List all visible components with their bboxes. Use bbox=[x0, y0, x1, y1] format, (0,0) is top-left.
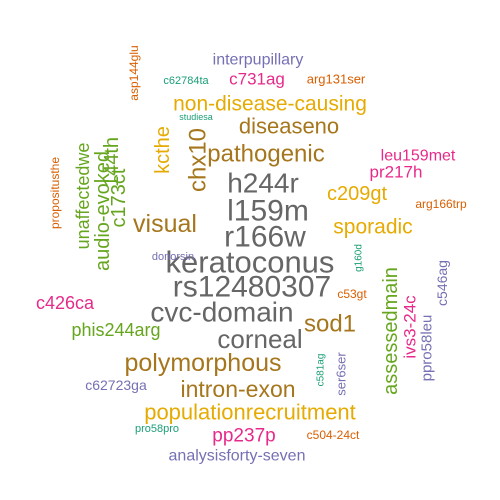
cloud-word: ivs3-24c bbox=[401, 295, 420, 359]
cloud-word: chx10 bbox=[185, 128, 212, 192]
cloud-word: keratoconus bbox=[166, 245, 335, 280]
cloud-word: populationrecruitment bbox=[144, 400, 356, 425]
cloud-word: diseaseno bbox=[239, 114, 339, 139]
cloud-word: sod1 bbox=[304, 311, 356, 338]
cloud-word: pro58pro bbox=[135, 423, 179, 435]
cloud-word: c426ca bbox=[36, 293, 95, 313]
cloud-word: r166w bbox=[224, 221, 306, 254]
cloud-word: leu159met bbox=[381, 148, 456, 165]
cloud-word: sporadic bbox=[333, 216, 412, 239]
cloud-word: g160d bbox=[354, 244, 365, 272]
cloud-word: rs12480307 bbox=[173, 271, 331, 304]
cloud-word: arg166trp bbox=[415, 197, 467, 211]
cloud-word: c62723ga bbox=[85, 377, 147, 393]
cloud-word: propositusthe bbox=[48, 157, 62, 229]
cloud-word: kcthe bbox=[152, 126, 174, 174]
cloud-word: cvc-domain bbox=[150, 297, 293, 328]
cloud-word: c209gt bbox=[327, 183, 387, 205]
cloud-word: c62784ta bbox=[163, 75, 209, 87]
cloud-word: 144th bbox=[101, 137, 123, 187]
cloud-word: donorsin bbox=[152, 251, 194, 263]
cloud-word: c173ct bbox=[108, 168, 130, 227]
cloud-word: corneal bbox=[217, 324, 302, 354]
cloud-word: c581ag bbox=[316, 354, 327, 387]
cloud-word: c546ag bbox=[434, 260, 450, 306]
cloud-word: polymorphous bbox=[124, 349, 281, 377]
cloud-word: ser6ser bbox=[334, 352, 349, 396]
cloud-word: c731ag bbox=[229, 70, 285, 89]
cloud-word: pathogenic bbox=[207, 141, 324, 168]
cloud-word: unaffectedwe bbox=[73, 143, 93, 250]
cloud-word: visual bbox=[133, 210, 197, 238]
cloud-word: arg131ser bbox=[307, 72, 366, 87]
cloud-word: l159m bbox=[227, 195, 309, 228]
cloud-word: audio-evoked bbox=[92, 151, 114, 271]
cloud-word: ppro58leu bbox=[419, 315, 436, 382]
cloud-word: intron-exon bbox=[180, 376, 295, 402]
cloud-word: interpupillary bbox=[213, 52, 304, 69]
cloud-word: assessedmain bbox=[380, 267, 402, 395]
cloud-word: c504-24ct bbox=[307, 428, 360, 442]
cloud-word: phis244arg bbox=[71, 320, 160, 340]
cloud-word: non-disease-causing bbox=[173, 93, 367, 116]
cloud-word: pp237p bbox=[212, 426, 275, 447]
cloud-word: c53gt bbox=[337, 287, 367, 301]
cloud-word: studiesa bbox=[179, 112, 213, 122]
cloud-word: analysisforty-seven bbox=[169, 448, 306, 465]
cloud-word: pr217h bbox=[370, 163, 423, 182]
cloud-word: h244r bbox=[227, 168, 299, 199]
cloud-word: asp144glu bbox=[127, 45, 141, 100]
